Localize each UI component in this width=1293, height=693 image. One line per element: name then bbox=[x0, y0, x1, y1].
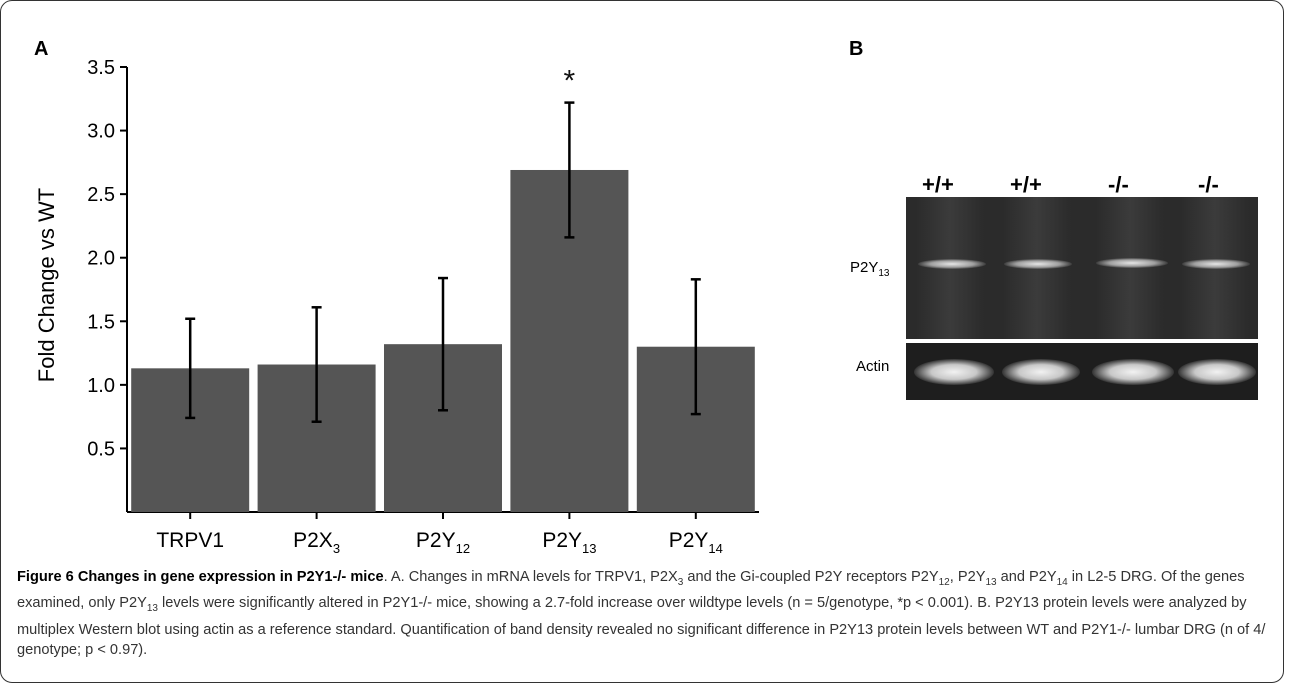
panel-a-letter: A bbox=[34, 38, 49, 60]
western-blot-image bbox=[906, 197, 1258, 400]
y-tick-label: 3.0 bbox=[87, 121, 115, 143]
genotype-label: -/- bbox=[1108, 172, 1129, 197]
blot-actin-strip bbox=[906, 343, 1258, 400]
panel-b-letter: B bbox=[849, 38, 864, 60]
caption-title: Changes in gene expression in P2Y1-/- mi… bbox=[77, 569, 384, 585]
genotype-label: -/- bbox=[1198, 172, 1219, 197]
blot-band bbox=[1182, 259, 1250, 269]
x-category-label: P2Y14 bbox=[669, 529, 723, 556]
blot-band bbox=[918, 259, 986, 269]
y-tick-label: 2.0 bbox=[87, 248, 115, 270]
y-axis-label: Fold Change vs WT bbox=[34, 188, 59, 382]
figure-frame bbox=[0, 0, 1284, 683]
x-category-label: P2X3 bbox=[293, 529, 340, 556]
blot-band bbox=[914, 359, 994, 385]
x-category-label: P2Y13 bbox=[542, 529, 596, 556]
genotype-label: +/+ bbox=[1010, 172, 1042, 197]
blot-band bbox=[1004, 259, 1072, 269]
blot-band bbox=[1002, 359, 1080, 385]
x-category-label: TRPV1 bbox=[156, 529, 224, 552]
figure-caption: Figure 6 Changes in gene expression in P… bbox=[17, 569, 1266, 659]
blot-band bbox=[1096, 258, 1168, 268]
significance-marker: * bbox=[564, 65, 576, 98]
y-tick-label: 1.0 bbox=[87, 375, 115, 397]
blot-band bbox=[1178, 359, 1256, 385]
blot-row-label-p2y13: P2Y13 bbox=[850, 259, 890, 279]
blot-row-label-actin: Actin bbox=[856, 358, 890, 375]
genotype-label: +/+ bbox=[922, 172, 954, 197]
x-category-label: P2Y12 bbox=[416, 529, 470, 556]
y-tick-label: 2.5 bbox=[87, 184, 115, 206]
caption-figure-label: Figure 6 bbox=[17, 569, 74, 585]
y-tick-label: 1.5 bbox=[87, 311, 115, 333]
y-tick-label: 3.5 bbox=[87, 57, 115, 79]
bar-chart: 0.5 1.0 1.5 2.0 2.5 3.0 3.5 TRPV1 P2X3 P2Y12 P2Y1… bbox=[34, 57, 759, 556]
blot-p2y13-strip bbox=[906, 197, 1258, 339]
blot-band bbox=[1092, 359, 1174, 385]
y-tick-label: 0.5 bbox=[87, 438, 115, 460]
